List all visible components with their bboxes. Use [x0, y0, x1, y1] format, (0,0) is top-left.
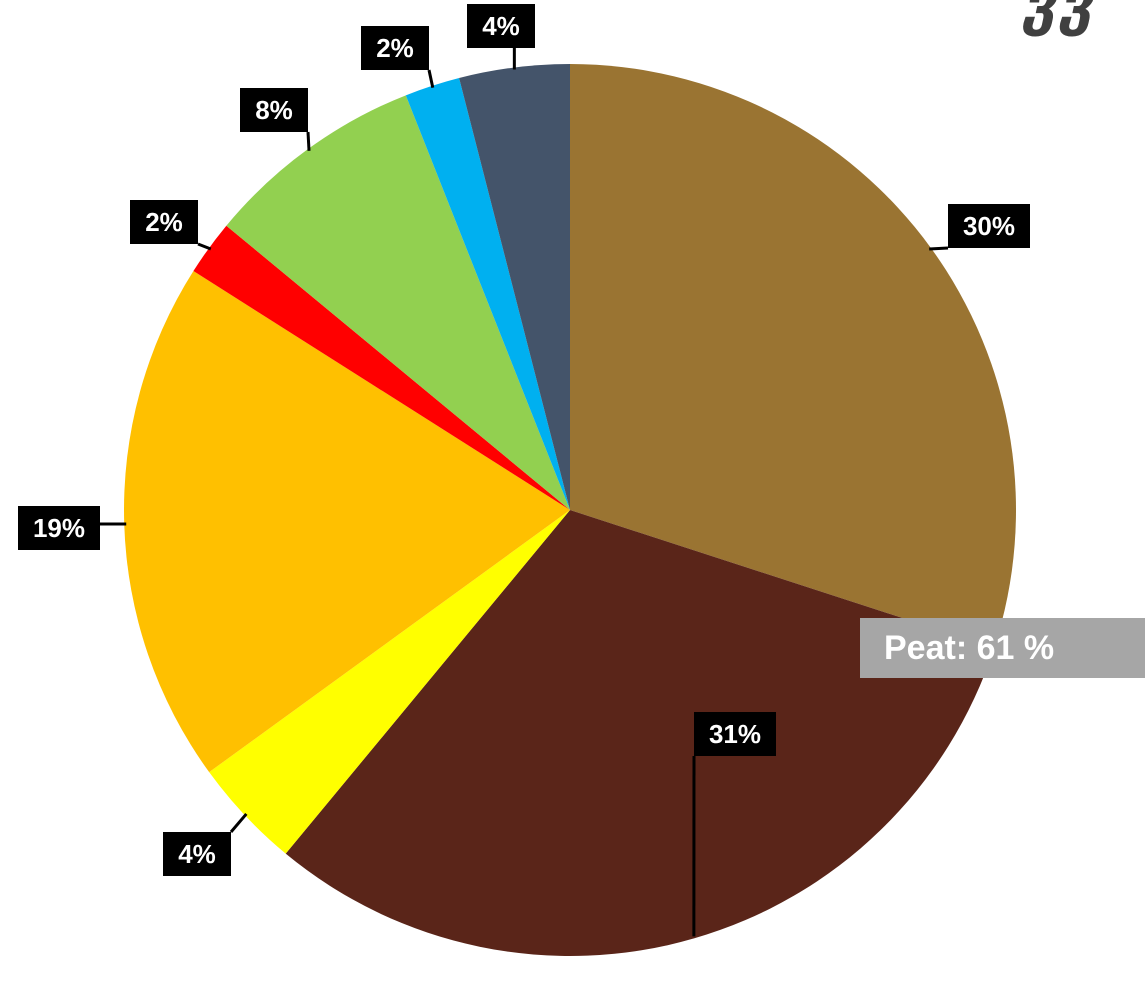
- leader-line-5: [197, 242, 212, 251]
- data-label-box-3: [163, 832, 231, 876]
- pie-slice-8: [459, 64, 570, 510]
- pie-slice-5: [193, 225, 570, 510]
- data-label-8: 4%: [482, 11, 520, 41]
- data-label-box-6: [240, 88, 308, 132]
- data-label-7: 2%: [376, 33, 414, 63]
- data-label-2: 31%: [709, 719, 761, 749]
- data-label-1: 30%: [963, 211, 1015, 241]
- pie-slice-4: [124, 271, 570, 773]
- data-label-3: 4%: [178, 839, 216, 869]
- peat-summary-label: Peat: 61 %: [860, 618, 1145, 678]
- data-label-box-5: [130, 200, 198, 244]
- data-label-box-7: [361, 26, 429, 70]
- data-label-box-1: [948, 204, 1030, 248]
- data-label-4: 19%: [33, 513, 85, 543]
- leader-line-3: [229, 812, 248, 833]
- leader-line-7: [427, 69, 435, 89]
- data-label-box-4: [18, 506, 100, 550]
- corner-text: ვვ: [1022, 0, 1096, 37]
- leader-line-1: [929, 246, 949, 251]
- pie-slice-1: [570, 64, 1017, 648]
- data-label-box-8: [467, 4, 535, 48]
- pie-slice-2: [285, 510, 995, 956]
- data-label-5: 2%: [145, 207, 183, 237]
- pie-slice-7: [405, 78, 570, 511]
- data-label-box-2: [694, 712, 776, 756]
- pie-slice-3: [209, 510, 571, 854]
- pie-slices: [124, 64, 1017, 956]
- data-label-6: 8%: [255, 95, 293, 125]
- leader-line-6: [306, 131, 311, 151]
- data-labels: 30% 31% 4% 19% 2% 8% 2% 4%: [18, 4, 1030, 937]
- pie-slice-6: [226, 95, 571, 510]
